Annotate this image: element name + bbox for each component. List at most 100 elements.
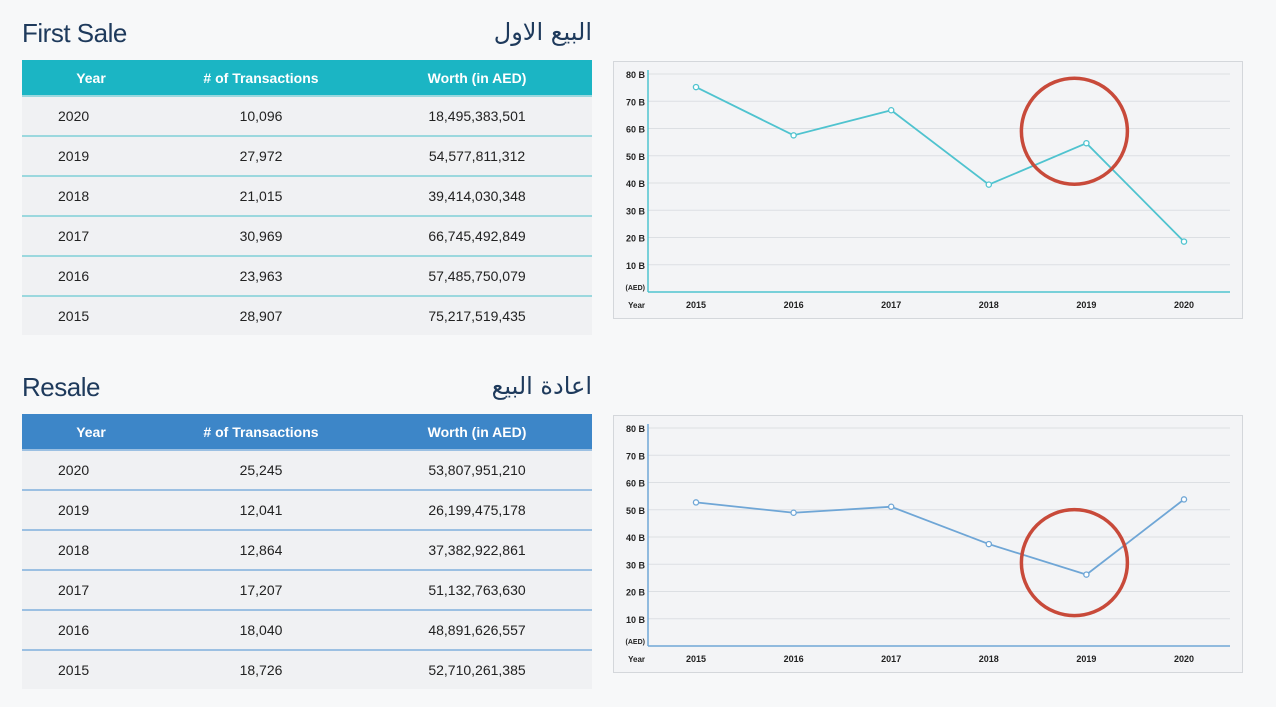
- cell-year: 2015: [22, 649, 160, 689]
- column-header-year: Year: [22, 414, 160, 450]
- first-sale-table-body: 2020 10,096 18,495,383,501 2019 27,972 54,577…: [22, 95, 592, 335]
- table-row: 2018 21,015 39,414,030,348: [22, 175, 592, 216]
- cell-transactions: 18,726: [160, 649, 362, 689]
- x-tick-label: 2017: [881, 300, 901, 310]
- cell-transactions: 17,207: [160, 569, 362, 610]
- y-tick-label: 80 B: [626, 424, 646, 434]
- resale-chart: 80 B 70 B 60 B 50 B 40 B 30 B 20 B 10 B (AED) Yea…: [613, 415, 1243, 673]
- table-row: 2017 30,969 66,745,492,849: [22, 215, 592, 256]
- table-row: 2020 10,096 18,495,383,501: [22, 95, 592, 136]
- cell-transactions: 27,972: [160, 135, 362, 176]
- series-line: [695, 498, 1185, 576]
- x-tick-label: 2016: [784, 300, 804, 310]
- column-header-worth: Worth (in AED): [362, 60, 592, 96]
- x-tick-label: 2019: [1076, 654, 1096, 664]
- y-tick-label: 40 B: [626, 533, 646, 543]
- cell-worth: 75,217,519,435: [362, 295, 592, 335]
- resale-chart-svg: 80 B 70 B 60 B 50 B 40 B 30 B 20 B 10 B (AED) Yea…: [626, 424, 1230, 664]
- cell-worth: 57,485,750,079: [362, 255, 592, 296]
- column-header-worth: Worth (in AED): [362, 414, 592, 450]
- cell-transactions: 12,864: [160, 529, 362, 570]
- cell-worth: 37,382,922,861: [362, 529, 592, 570]
- cell-worth: 53,807,951,210: [362, 449, 592, 490]
- table-row: 2019 12,041 26,199,475,178: [22, 489, 592, 530]
- table-row: 2016 23,963 57,485,750,079: [22, 255, 592, 296]
- table-row: 2015 28,907 75,217,519,435: [22, 295, 592, 335]
- y-unit-label: (AED): [626, 285, 645, 292]
- highlight-circle: [1019, 507, 1130, 618]
- cell-transactions: 18,040: [160, 609, 362, 650]
- cell-year: 2017: [22, 215, 160, 256]
- y-tick-label: 80 B: [626, 70, 646, 80]
- cell-transactions: 12,041: [160, 489, 362, 530]
- table-header-row: Year # of Transactions Worth (in AED): [22, 414, 592, 450]
- resale-table: Year # of Transactions Worth (in AED) 20…: [22, 414, 592, 689]
- table-row: 2018 12,864 37,382,922,861: [22, 529, 592, 570]
- x-tick-label: 2018: [979, 654, 999, 664]
- table-row: 2019 27,972 54,577,811,312: [22, 135, 592, 176]
- data-point: [985, 540, 993, 548]
- data-point: [692, 499, 700, 506]
- x-tick-label: 2015: [686, 300, 706, 310]
- cell-transactions: 25,245: [160, 449, 362, 490]
- highlight-circle: [1019, 76, 1130, 186]
- column-header-year: Year: [22, 60, 160, 96]
- table-row: 2015 18,726 52,710,261,385: [22, 649, 592, 689]
- column-header-transactions: # of Transactions: [160, 414, 362, 450]
- cell-transactions: 23,963: [160, 255, 362, 296]
- x-axis-label: Year: [628, 301, 645, 310]
- first-sale-chart-svg: 80 B 70 B 60 B 50 B 40 B 30 B 20 B 10 B (AED) Yea…: [626, 70, 1230, 310]
- first-sale-title: First Sale: [22, 18, 127, 48]
- table-row: 2020 25,245 53,807,951,210: [22, 449, 592, 490]
- resale-table-body: 2020 25,245 53,807,951,210 2019 12,041 26,199…: [22, 449, 592, 689]
- cell-year: 2017: [22, 569, 160, 610]
- x-axis-label: Year: [628, 655, 645, 664]
- data-point: [1083, 139, 1090, 147]
- y-tick-label: 50 B: [626, 152, 646, 162]
- resale-title-arabic: اعادة البيع: [491, 372, 592, 400]
- x-tick-label: 2020: [1174, 300, 1194, 310]
- column-header-transactions: # of Transactions: [160, 60, 362, 96]
- x-tick-label: 2019: [1076, 300, 1096, 310]
- cell-worth: 66,745,492,849: [362, 215, 592, 256]
- data-point: [1083, 571, 1090, 578]
- y-tick-label: 50 B: [626, 506, 646, 516]
- cell-year: 2015: [22, 295, 160, 335]
- cell-year: 2016: [22, 255, 160, 296]
- x-tick-label: 2020: [1174, 654, 1194, 664]
- y-tick-label: 60 B: [626, 479, 646, 489]
- x-tick-label: 2016: [784, 654, 804, 664]
- series-line: [695, 86, 1185, 243]
- y-tick-label: 70 B: [626, 451, 646, 461]
- data-point: [887, 106, 895, 114]
- x-tick-label: 2018: [979, 300, 999, 310]
- table-row: 2016 18,040 48,891,626,557: [22, 609, 592, 650]
- first-sale-title-arabic: البيع الاول: [493, 18, 592, 46]
- y-unit-label: (AED): [626, 639, 645, 646]
- x-tick-label: 2017: [881, 654, 901, 664]
- cell-year: 2016: [22, 609, 160, 650]
- resale-title: Resale: [22, 372, 100, 402]
- y-tick-label: 60 B: [626, 125, 646, 135]
- x-tick-label: 2015: [686, 654, 706, 664]
- cell-year: 2018: [22, 529, 160, 570]
- data-point: [1180, 238, 1188, 245]
- y-tick-label: 20 B: [626, 234, 646, 244]
- y-tick-label: 10 B: [626, 615, 646, 625]
- cell-transactions: 21,015: [160, 175, 362, 216]
- table-header-row: Year # of Transactions Worth (in AED): [22, 60, 592, 96]
- data-point: [790, 132, 797, 139]
- cell-transactions: 10,096: [160, 95, 362, 136]
- table-row: 2017 17,207 51,132,763,630: [22, 569, 592, 610]
- cell-worth: 18,495,383,501: [362, 95, 592, 136]
- cell-worth: 54,577,811,312: [362, 135, 592, 176]
- data-point: [692, 83, 700, 91]
- cell-worth: 39,414,030,348: [362, 175, 592, 216]
- data-point: [985, 181, 993, 188]
- cell-transactions: 30,969: [160, 215, 362, 256]
- cell-year: 2020: [22, 449, 160, 490]
- y-tick-label: 30 B: [626, 206, 646, 216]
- cell-year: 2019: [22, 135, 160, 176]
- cell-worth: 51,132,763,630: [362, 569, 592, 610]
- y-tick-label: 70 B: [626, 97, 646, 107]
